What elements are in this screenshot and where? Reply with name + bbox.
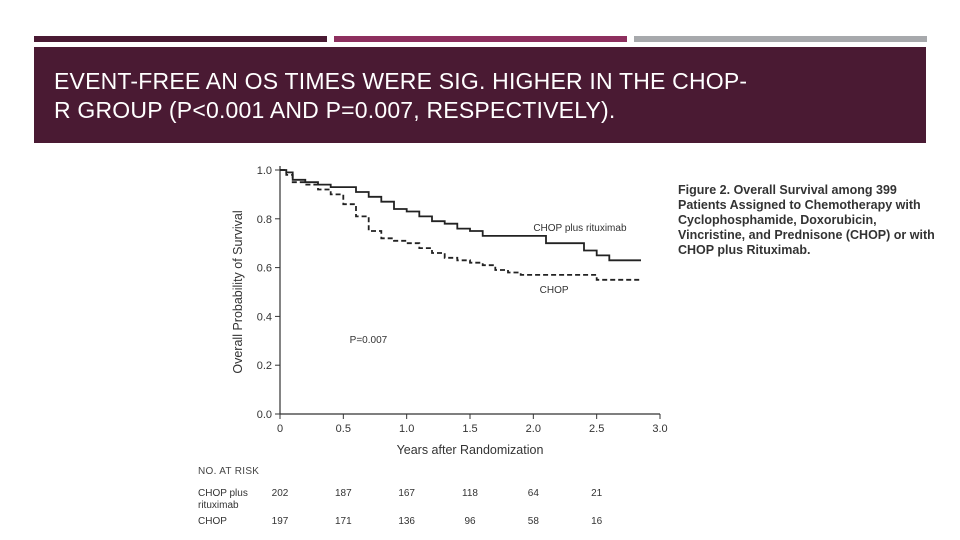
- x-tick-label: 3.0: [652, 423, 667, 435]
- y-tick-label: 0.4: [257, 311, 272, 323]
- at-risk-value: 58: [527, 516, 539, 527]
- at-risk-value: 96: [464, 516, 476, 527]
- title-bar: EVENT-FREE AN OS TIMES WERE SIG. HIGHER …: [34, 47, 926, 143]
- accent-bar-gray: [634, 36, 927, 42]
- x-tick-label: 0.5: [336, 423, 351, 435]
- at-risk-value: 171: [334, 516, 352, 527]
- at-risk-value: 202: [271, 488, 289, 499]
- x-axis-label: Years after Randomization: [397, 443, 544, 457]
- y-tick-label: 0.8: [257, 214, 272, 226]
- slide-title: EVENT-FREE AN OS TIMES WERE SIG. HIGHER …: [54, 68, 748, 123]
- x-tick-label: 0: [277, 423, 283, 435]
- y-axis-label: Overall Probability of Survival: [231, 210, 245, 373]
- at-risk-row-label: CHOP plus rituximab: [198, 488, 248, 511]
- x-tick-label: 1.0: [399, 423, 414, 435]
- survival-chart: 0.0 0.2 0.4 0.6 0.8 1.0 0 0.5 1.0 1.5 2.0 2.5 3.0 Yea…: [231, 165, 668, 457]
- series-label-chop: CHOP: [540, 285, 569, 296]
- figure-caption: Figure 2. Overall Survival among 399 Pat…: [678, 183, 935, 257]
- accent-bar-dark: [34, 36, 327, 42]
- curve-chop-plus-rituximab: [280, 169, 641, 262]
- at-risk-value: 197: [271, 516, 289, 527]
- at-risk-table: NO. AT RISK CHOP plus rituximab 202 187 167…: [198, 466, 628, 536]
- x-tick-label: 1.5: [462, 423, 477, 435]
- at-risk-row-label: CHOP: [198, 516, 227, 527]
- y-tick-label: 0.0: [257, 409, 272, 421]
- series-label-chop-plus-rituximab: CHOP plus rituximab: [533, 223, 627, 234]
- accent-bar-magenta: [334, 36, 627, 42]
- at-risk-header: NO. AT RISK: [198, 466, 260, 477]
- at-risk-value: 21: [591, 488, 603, 499]
- at-risk-value: 64: [527, 488, 539, 499]
- y-tick-label: 0.6: [257, 263, 272, 275]
- y-tick-label: 0.2: [257, 360, 272, 372]
- at-risk-value: 167: [398, 488, 415, 499]
- x-tick-label: 2.5: [589, 423, 604, 435]
- at-risk-value: 136: [398, 516, 415, 527]
- at-risk-value: 118: [462, 488, 478, 499]
- at-risk-value: 16: [591, 516, 603, 527]
- at-risk-value: 187: [334, 488, 352, 499]
- x-tick-label: 2.0: [526, 423, 541, 435]
- y-tick-label: 1.0: [257, 165, 272, 177]
- p-value-annotation: P=0.007: [350, 335, 388, 346]
